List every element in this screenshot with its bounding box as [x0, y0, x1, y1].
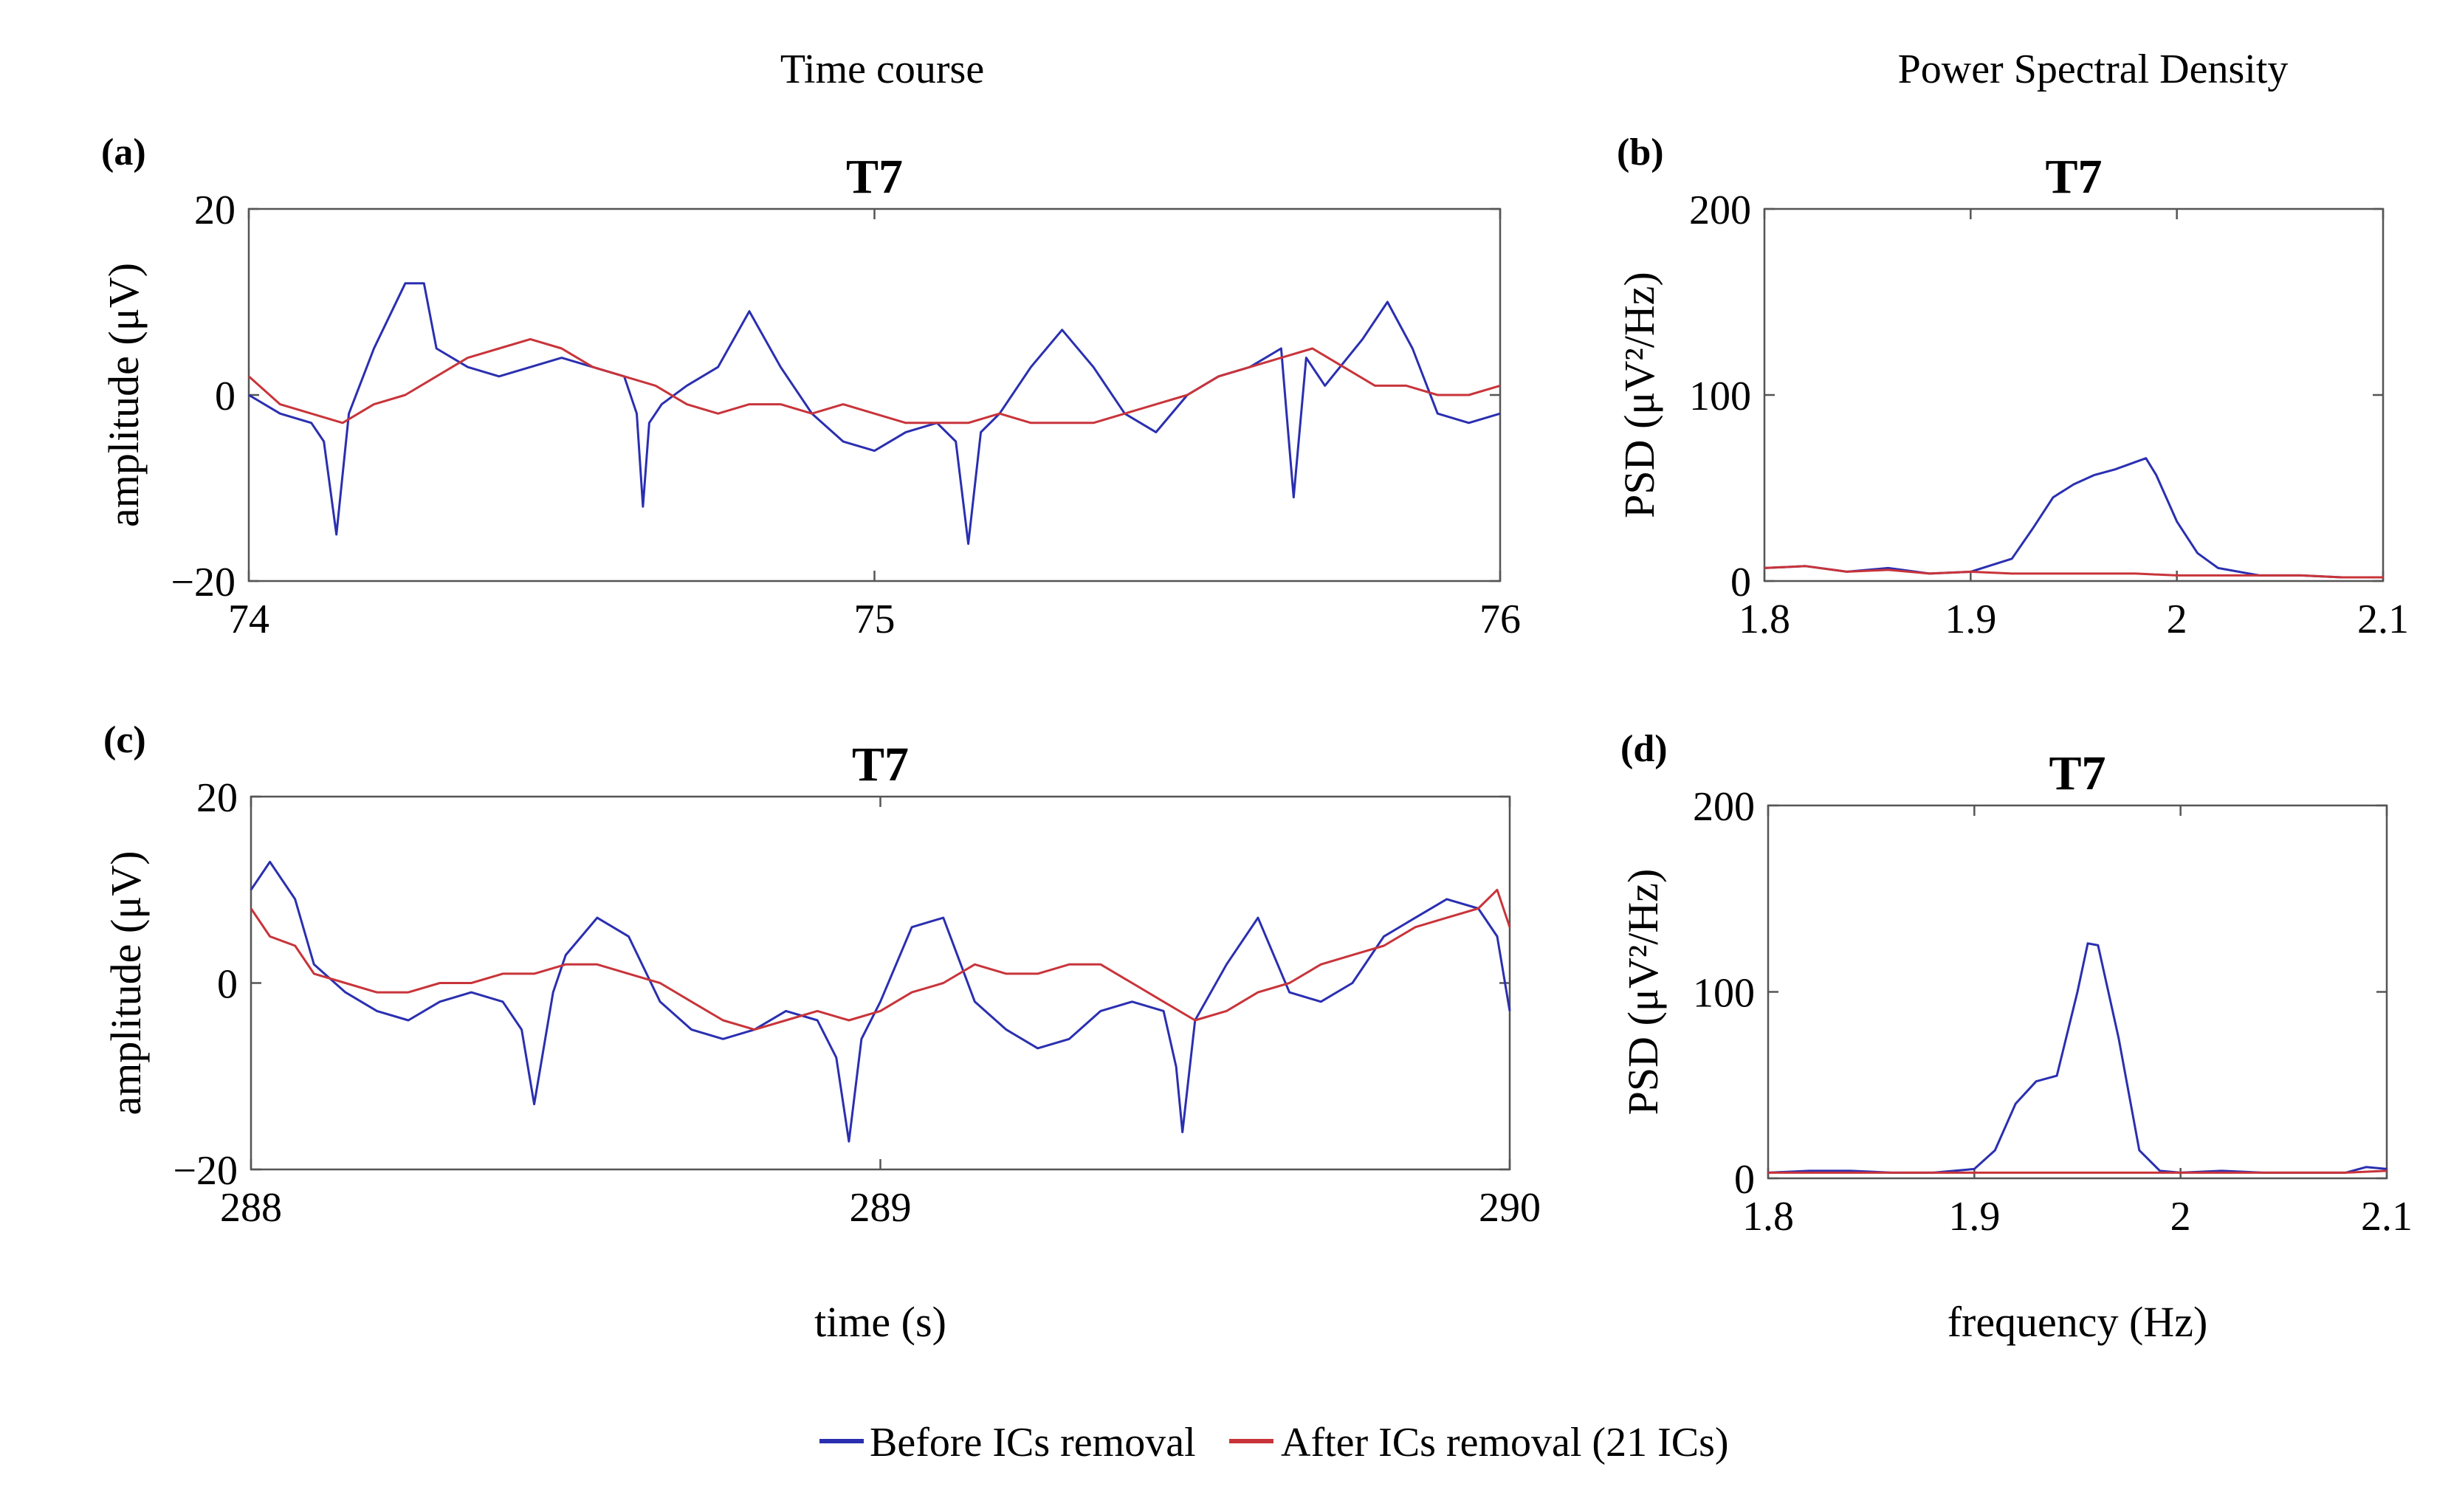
x-tick-label: 75 [854, 597, 896, 642]
y-tick-label: 0 [215, 374, 236, 419]
y-axis-label: amplitude (μV) [102, 850, 150, 1115]
panel-title: T7 [852, 738, 909, 791]
x-tick-label: 74 [228, 597, 269, 642]
x-tick-label: 290 [1479, 1185, 1541, 1231]
y-tick-label: 0 [217, 962, 238, 1008]
y-tick-label: 20 [196, 775, 238, 821]
series-before-ics-removal [1764, 457, 2383, 579]
series-after-ics-removal [248, 337, 1501, 425]
panel-a: (a) T7 74 75 76 −20 0 20 amplitude (μV) [100, 131, 1521, 642]
y-tick-label: 0 [1734, 1157, 1755, 1203]
y-axis-label: amplitude (μV) [100, 263, 148, 527]
legend-label-before: Before ICs removal [870, 1420, 1196, 1465]
series-after-ics-removal [1764, 565, 2383, 579]
x-tick-label: 288 [220, 1185, 282, 1231]
x-tick-label: 1.9 [1945, 597, 1996, 642]
x-tick-label: 1.9 [1948, 1194, 2000, 1240]
col-title-time-course: Time course [780, 47, 984, 92]
panel-title: T7 [2045, 150, 2102, 204]
y-axis-label: PSD (μV²/Hz) [1615, 272, 1663, 518]
series-after-ics-removal [250, 888, 1511, 1031]
legend: Before ICs removal After ICs removal (21… [819, 1420, 1729, 1465]
x-tick-label: 2 [2170, 1194, 2191, 1240]
x-tick-label: 76 [1479, 597, 1521, 642]
panel-letter: (b) [1617, 131, 1664, 173]
series-after-ics-removal [1768, 1169, 2388, 1174]
y-axis-label: PSD (μV²/Hz) [1619, 869, 1667, 1116]
plot-frame [1763, 207, 2385, 583]
panel-letter: (a) [101, 131, 146, 173]
panel-title: T7 [2049, 746, 2105, 800]
panel-d: (d) T7 1.8 1.9 2 2.1 0 100 200 PSD (μV²/Hz) freque… [1619, 728, 2413, 1346]
panel-b: (b) T7 1.8 1.9 2 2.1 0 100 200 PSD (μV²/Hz) [1615, 131, 2409, 642]
series-before-ics-removal [1767, 942, 2388, 1174]
panel-title: T7 [846, 150, 903, 204]
plot-frame [247, 207, 1502, 583]
x-tick-label: 1.8 [1742, 1194, 1794, 1240]
series-before-ics-removal [248, 282, 1501, 546]
y-tick-label: 200 [1689, 188, 1751, 233]
panel-letter: (c) [103, 719, 146, 761]
series-before-ics-removal [250, 860, 1511, 1143]
x-tick-label: 2.1 [2361, 1194, 2413, 1240]
panel-letter: (d) [1620, 728, 1668, 770]
col-title-psd: Power Spectral Density [1898, 47, 2289, 92]
y-tick-label: 20 [194, 188, 236, 233]
y-tick-label: −20 [173, 1148, 238, 1194]
y-tick-label: 200 [1693, 784, 1755, 830]
panel-c: (c) T7 288 289 290 −20 0 20 amplitude (μV) time (… [102, 719, 1541, 1346]
x-tick-label: 289 [850, 1185, 912, 1231]
x-tick-label: 1.8 [1739, 597, 1790, 642]
y-tick-label: 100 [1689, 374, 1751, 419]
x-tick-label: 2 [2167, 597, 2187, 642]
x-tick-label: 2.1 [2357, 597, 2409, 642]
legend-label-after: After ICs removal (21 ICs) [1281, 1420, 1729, 1465]
x-axis-label: frequency (Hz) [1948, 1298, 2208, 1346]
x-axis-label: time (s) [814, 1298, 946, 1346]
y-tick-label: −20 [171, 560, 236, 605]
y-tick-label: 100 [1693, 971, 1755, 1017]
y-tick-label: 0 [1730, 560, 1751, 605]
